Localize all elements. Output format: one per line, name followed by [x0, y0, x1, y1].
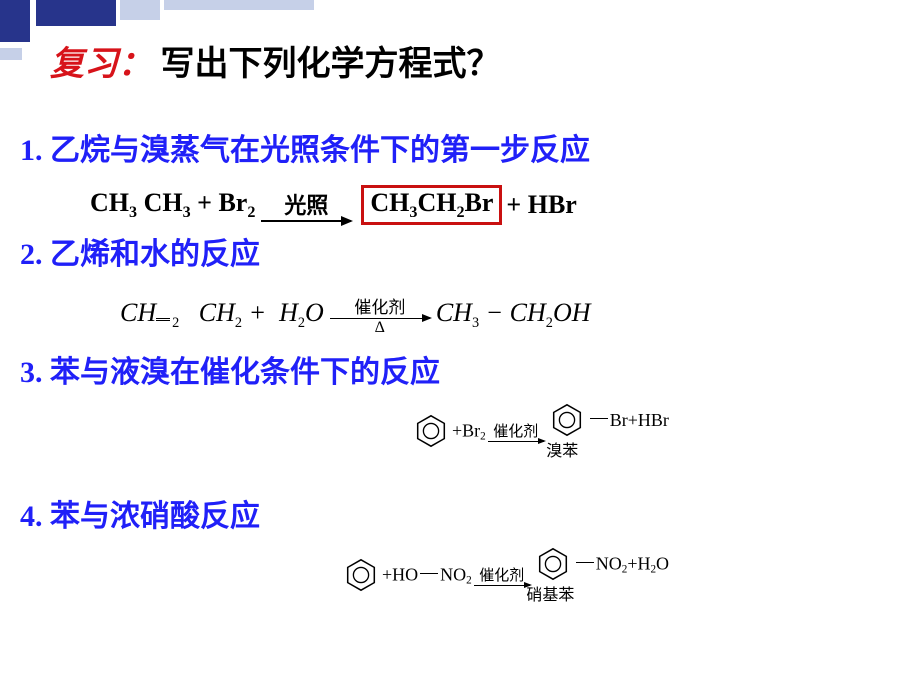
eq4-label: 硝基苯 — [526, 581, 574, 605]
page-title: 复习： 写出下列化学方程式？ — [50, 36, 900, 85]
item-4: 4. 苯与浓硝酸反应 — [20, 491, 900, 535]
side-decoration — [0, 26, 30, 66]
eq3-plus: +Br2 — [452, 419, 486, 443]
item-1: 1. 乙烷与溴蒸气在光照条件下的第一步反应 — [20, 125, 900, 169]
benzene-icon — [548, 401, 586, 439]
eq3-label: 溴苯 — [546, 437, 578, 461]
eq3-product: Br+HBr 溴苯 — [546, 401, 669, 461]
eq2-arrow: 催化剂 Δ — [330, 293, 430, 337]
eq1-tail: + HBr — [506, 190, 576, 220]
review-label: 复习： — [50, 46, 152, 83]
eq4-arrow: 催化剂 — [474, 564, 530, 586]
eq3-condition: 催化剂 — [493, 420, 538, 441]
title-question: 写出下列化学方程式？ — [161, 46, 501, 83]
eq2-rhs: CH3 − CH2OH — [436, 298, 591, 332]
eq4-condition: 催化剂 — [479, 564, 524, 585]
item-2: 2. 乙烯和水的反应 — [20, 229, 900, 273]
benzene-icon — [412, 412, 450, 450]
top-decoration — [0, 0, 320, 26]
eq4-product: NO2+H2O 硝基苯 — [532, 545, 669, 605]
eq4-mid: +HONO2 — [382, 563, 472, 587]
equation-2: CH2 CH2 + H2O 催化剂 Δ CH3 − CH2OH — [120, 293, 900, 337]
eq1-condition: 光照 — [284, 188, 328, 220]
item-3: 3. 苯与液溴在催化条件下的反应 — [20, 347, 900, 391]
eq2-cond-bot: Δ — [375, 319, 385, 337]
equation-4: +HONO2 催化剂 NO2+H2O 硝基苯 — [340, 545, 900, 605]
slide-content: 复习： 写出下列化学方程式？ 1. 乙烷与溴蒸气在光照条件下的第一步反应 CH3… — [50, 30, 900, 605]
equation-1: CH3 CH3 + Br2 光照 CH3CH2Br + HBr — [90, 185, 900, 225]
eq1-boxed-product: CH3CH2Br — [361, 185, 502, 225]
eq1-arrow: 光照 — [261, 188, 351, 222]
benzene-icon — [534, 545, 572, 583]
eq2-lhs: CH2 CH2 + H2O — [120, 298, 324, 332]
eq3-arrow: 催化剂 — [488, 420, 544, 442]
benzene-icon — [342, 556, 380, 594]
equation-3: +Br2 催化剂 Br+HBr 溴苯 — [410, 401, 900, 461]
eq1-lhs: CH3 CH3 + Br2 — [90, 188, 255, 222]
eq2-cond-top: 催化剂 — [354, 293, 405, 318]
